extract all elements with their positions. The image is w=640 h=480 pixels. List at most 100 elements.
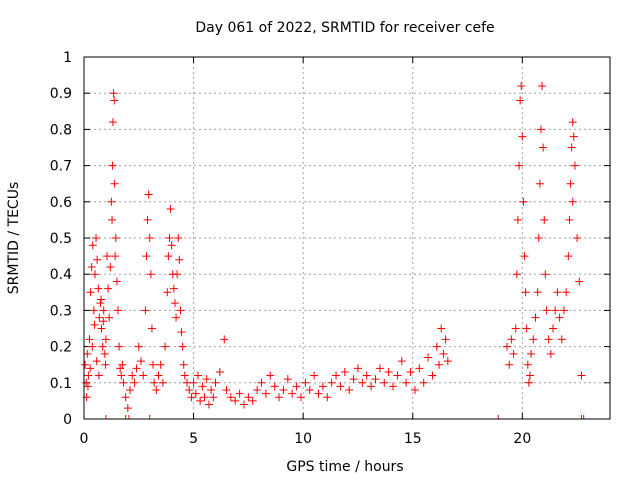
data-point — [103, 252, 112, 261]
data-point — [505, 360, 514, 369]
data-point — [235, 389, 244, 398]
data-point — [292, 382, 301, 391]
data-point — [117, 371, 126, 380]
data-point — [94, 284, 103, 293]
data-point — [169, 284, 178, 293]
data-point — [139, 371, 148, 380]
data-point — [128, 371, 137, 380]
data-point — [575, 277, 584, 286]
x-tick-label: 15 — [404, 431, 422, 447]
grid — [84, 57, 610, 419]
data-point — [164, 252, 173, 261]
data-point — [172, 313, 181, 322]
data-point — [196, 396, 205, 405]
data-point — [207, 386, 216, 395]
data-point — [83, 382, 92, 391]
data-point — [163, 288, 172, 297]
data-point — [516, 96, 525, 105]
data-point — [89, 306, 98, 315]
data-point — [174, 234, 183, 242]
data-point — [166, 205, 175, 214]
data-point — [86, 288, 95, 297]
data-point — [443, 357, 452, 366]
y-tick-label: 1 — [63, 50, 72, 66]
data-point — [533, 288, 542, 297]
data-point — [567, 143, 576, 152]
chart-title: Day 061 of 2022, SRMTID for receiver cef… — [195, 20, 494, 36]
data-point — [566, 179, 575, 188]
x-tick-label: 5 — [189, 431, 198, 447]
data-point — [568, 118, 577, 127]
data-point — [96, 299, 105, 308]
data-point — [179, 360, 188, 369]
data-point — [88, 342, 97, 351]
data-point — [189, 378, 198, 387]
data-point — [108, 215, 117, 224]
data-point — [362, 371, 371, 380]
data-point — [136, 357, 145, 366]
data-point — [145, 234, 154, 242]
data-point — [301, 378, 310, 387]
data-point — [97, 324, 106, 333]
data-point — [544, 335, 553, 344]
data-point — [220, 335, 229, 344]
data-point — [193, 371, 202, 380]
data-point — [99, 317, 108, 326]
data-point — [393, 371, 402, 380]
data-point — [336, 382, 345, 391]
data-point — [132, 364, 141, 373]
data-point — [81, 360, 90, 369]
data-point — [154, 371, 163, 380]
y-tick-label: 0 — [63, 412, 72, 428]
y-tick-label: 0.4 — [50, 267, 72, 283]
data-point — [522, 324, 531, 333]
data-point — [98, 342, 107, 351]
data-point — [389, 382, 398, 391]
data-point — [147, 324, 156, 333]
data-point — [83, 349, 92, 358]
data-point — [358, 378, 367, 387]
data-point — [170, 299, 179, 308]
data-point — [415, 364, 424, 373]
data-point — [441, 335, 450, 344]
data-point — [211, 378, 220, 387]
data-point — [266, 371, 275, 380]
data-point — [551, 306, 560, 315]
data-point — [397, 357, 406, 366]
data-point — [565, 215, 574, 224]
data-point — [569, 132, 578, 141]
data-point — [106, 262, 115, 271]
y-axis-label: SRMTID / TECUs — [6, 182, 22, 295]
data-point — [119, 378, 128, 387]
plot-frame — [83, 56, 611, 420]
data-point — [573, 234, 582, 242]
data-point — [546, 349, 555, 358]
data-point — [86, 364, 95, 373]
data-point — [108, 161, 117, 170]
data-point — [513, 215, 522, 224]
tick-marks — [83, 56, 610, 420]
data-point — [167, 241, 176, 250]
data-point — [99, 306, 108, 315]
data-point — [173, 270, 182, 279]
data-point — [204, 400, 213, 409]
data-point — [115, 342, 124, 351]
data-point — [101, 335, 110, 344]
data-point — [202, 375, 211, 384]
data-point — [526, 371, 535, 380]
data-point — [327, 378, 336, 387]
data-point — [110, 96, 119, 105]
x-axis-label: GPS time / hours — [286, 459, 403, 475]
data-point — [231, 396, 240, 405]
data-point — [345, 386, 354, 395]
y-tick-label: 0.5 — [50, 231, 72, 247]
data-point — [531, 313, 540, 322]
data-point — [152, 386, 161, 395]
data-point — [239, 400, 248, 409]
data-point — [161, 342, 170, 351]
data-point — [134, 342, 143, 351]
data-point — [90, 270, 99, 279]
data-point — [222, 386, 231, 395]
data-point — [559, 306, 568, 315]
